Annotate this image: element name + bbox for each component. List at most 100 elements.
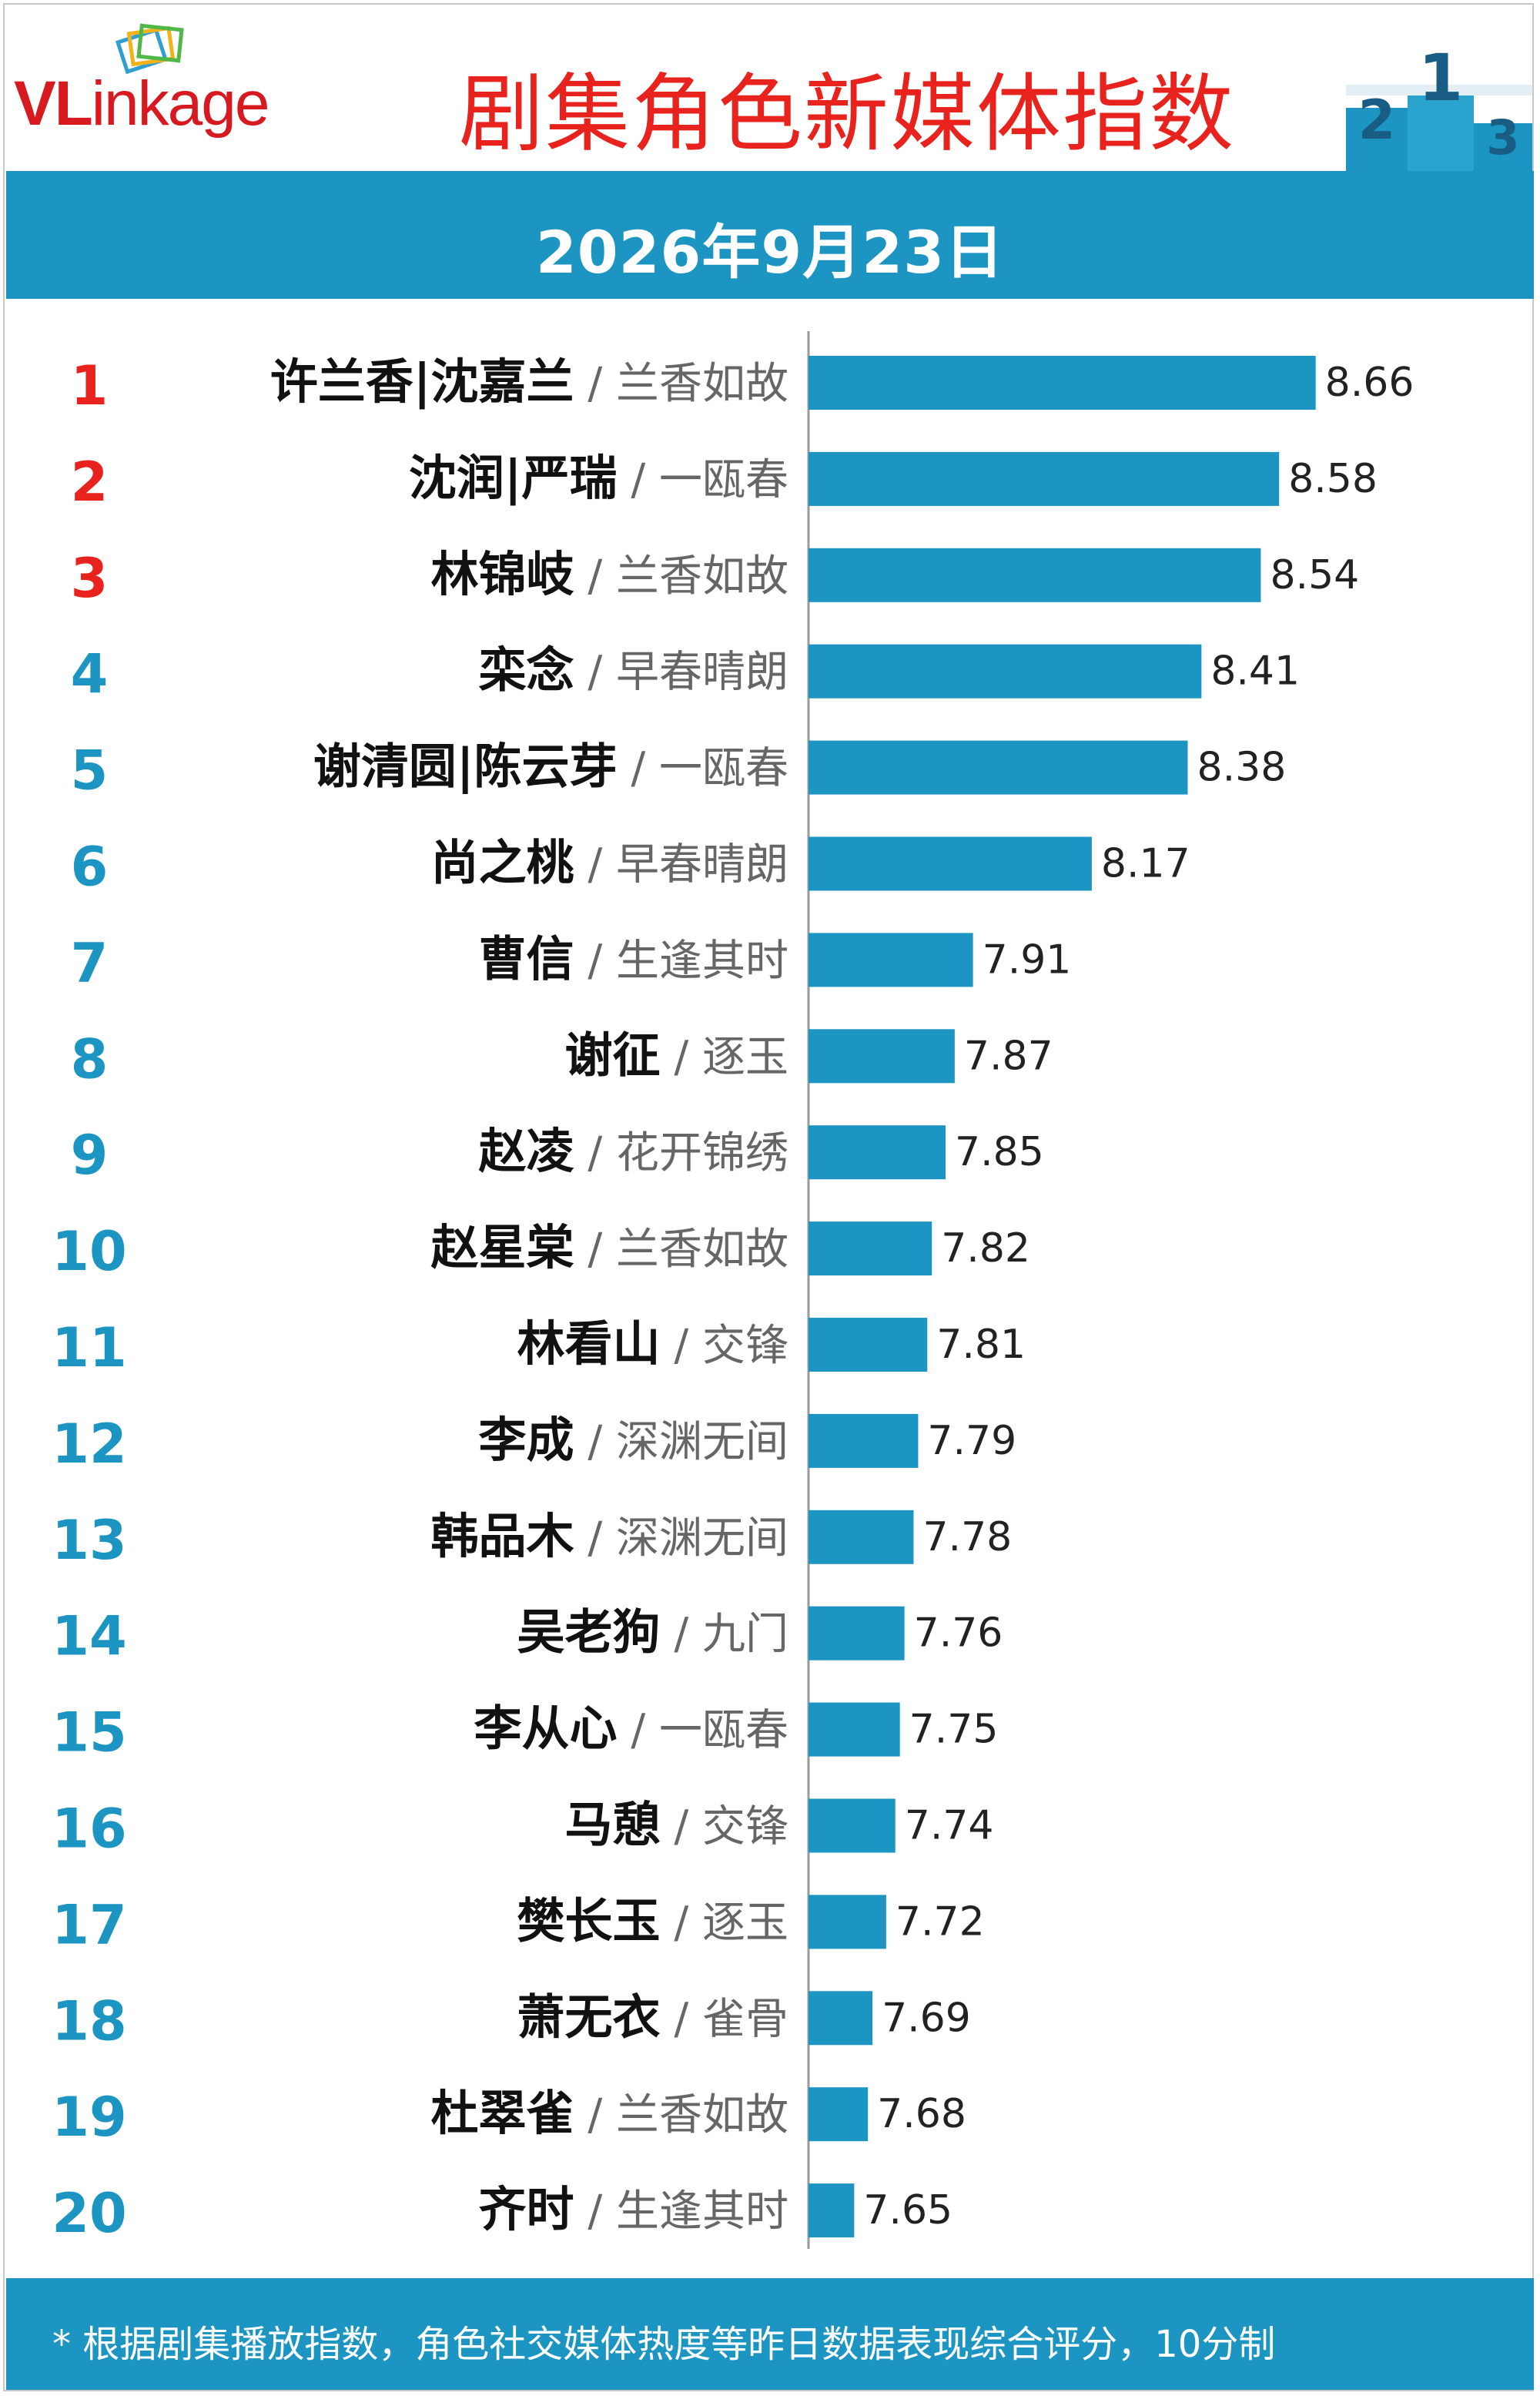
character-name: 许兰香|沈嘉兰 — [270, 354, 574, 411]
label-separator: / — [618, 455, 659, 505]
bar — [808, 2183, 855, 2238]
bar — [808, 2087, 869, 2142]
podium-digit-2: 2 — [1358, 89, 1396, 152]
logo-wordmark: VLinkage — [14, 68, 270, 140]
value-label: 7.72 — [896, 1898, 985, 1945]
label-separator: / — [574, 2090, 616, 2140]
show-name: 深渊无间 — [616, 1417, 788, 1467]
bar — [808, 1606, 905, 1660]
row-label: 林看山 / 交锋 — [517, 1315, 788, 1372]
show-name: 交锋 — [702, 1321, 788, 1371]
label-separator: / — [661, 1802, 702, 1852]
value-label: 7.76 — [914, 1610, 1003, 1657]
row-label: 沈润|严瑞 / 一瓯春 — [409, 450, 788, 507]
value-label: 7.91 — [983, 937, 1072, 983]
bar — [808, 1029, 955, 1084]
row-label: 李成 / 深渊无间 — [479, 1412, 788, 1468]
bar — [808, 1125, 946, 1180]
show-name: 兰香如故 — [616, 359, 788, 409]
value-label: 7.65 — [863, 2187, 952, 2233]
rank-number: 9 — [71, 1124, 109, 1187]
logo-text-rest: inkage — [91, 69, 270, 139]
value-label: 7.85 — [955, 1129, 1044, 1175]
label-separator: / — [661, 1610, 702, 1660]
label-separator: / — [661, 1994, 702, 2044]
row-label: 李从心 / 一瓯春 — [474, 1701, 788, 1757]
show-name: 早春晴朗 — [616, 648, 788, 698]
character-name: 吴老狗 — [517, 1604, 661, 1660]
bar — [808, 1991, 873, 2046]
bar — [808, 1413, 919, 1468]
vlinkage-logo: VLinkage — [14, 23, 345, 154]
rank-number: 4 — [71, 643, 109, 706]
character-name: 林看山 — [517, 1315, 661, 1372]
show-name: 兰香如故 — [616, 2090, 788, 2140]
character-name: 谢清圆|陈云芽 — [313, 739, 618, 796]
label-separator: / — [574, 359, 616, 409]
bar — [808, 1221, 932, 1276]
value-label: 7.68 — [877, 2091, 966, 2137]
value-label: 7.87 — [964, 1033, 1053, 1079]
date-label: 2026年9月23日 — [535, 218, 1005, 287]
label-separator: / — [574, 936, 616, 986]
rank-number: 2 — [71, 451, 109, 514]
row-label: 林锦岐 / 兰香如故 — [431, 546, 788, 602]
rank-number: 8 — [71, 1027, 109, 1091]
bar — [808, 1702, 900, 1757]
footer-band: * 根据剧集播放指数，角色社交媒体热度等昨日数据表现综合评分，10分制 — [6, 2278, 1534, 2390]
character-name: 赵凌 — [479, 1123, 574, 1179]
bar — [808, 933, 973, 987]
show-name: 逐玉 — [702, 1898, 788, 1948]
rank-number: 20 — [52, 2182, 126, 2245]
podium-digit-3: 3 — [1486, 109, 1519, 166]
bar — [808, 644, 1202, 699]
bar — [808, 1318, 928, 1372]
row-label: 杜翠雀 / 兰香如故 — [431, 2085, 788, 2141]
label-separator: / — [574, 648, 616, 698]
show-name: 雀骨 — [702, 1994, 788, 2044]
value-label: 8.66 — [1325, 360, 1414, 406]
row-label: 谢征 / 逐玉 — [565, 1027, 788, 1083]
character-name: 齐时 — [479, 2181, 574, 2237]
label-separator: / — [574, 1128, 616, 1178]
show-name: 生逢其时 — [616, 936, 788, 986]
rank-number: 18 — [52, 1989, 126, 2053]
value-label: 7.81 — [936, 1322, 1026, 1368]
date-banner: 2026年9月23日 — [6, 171, 1534, 299]
bar — [808, 451, 1280, 506]
label-separator: / — [574, 1417, 616, 1467]
value-label: 8.58 — [1288, 456, 1378, 502]
row-label: 吴老狗 / 九门 — [517, 1604, 788, 1660]
label-separator: / — [661, 1898, 702, 1948]
row-label: 赵凌 / 花开锦绣 — [479, 1123, 788, 1179]
character-name: 沈润|严瑞 — [409, 450, 618, 507]
label-separator: / — [574, 1513, 616, 1563]
show-name: 交锋 — [702, 1802, 788, 1852]
show-name: 九门 — [702, 1610, 788, 1660]
rank-number: 15 — [52, 1701, 126, 1764]
label-separator: / — [661, 1032, 702, 1082]
character-name: 谢征 — [565, 1027, 661, 1083]
rank-number: 1 — [71, 354, 109, 417]
label-separator: / — [661, 1321, 702, 1371]
rank-number: 14 — [52, 1605, 126, 1668]
bar — [808, 836, 1092, 891]
row-label: 尚之桃 / 早春晴朗 — [431, 835, 788, 891]
podium-digit-1: 1 — [1418, 40, 1463, 116]
chart-rows: 1 许兰香|沈嘉兰 / 兰香如故 8.66 2 沈润|严瑞 / 一瓯春 8.58 3 林锦岐 … — [52, 354, 1414, 2245]
page-title: 剧集角色新媒体指数 — [459, 65, 1235, 163]
show-name: 兰香如故 — [616, 1225, 788, 1275]
value-label: 7.75 — [909, 1707, 999, 1753]
value-label: 7.78 — [922, 1514, 1012, 1560]
rank-number: 11 — [52, 1316, 126, 1379]
row-label: 樊长玉 / 逐玉 — [517, 1892, 788, 1949]
show-name: 逐玉 — [702, 1032, 788, 1082]
footer-note: * 根据剧集播放指数，角色社交媒体热度等昨日数据表现综合评分，10分制 — [52, 2323, 1276, 2366]
show-name: 一瓯春 — [659, 455, 788, 505]
character-name: 樊长玉 — [517, 1892, 661, 1949]
row-label: 栾念 / 早春晴朗 — [479, 642, 788, 699]
show-name: 早春晴朗 — [616, 840, 788, 890]
rank-number: 17 — [52, 1893, 126, 1956]
rank-number: 13 — [52, 1509, 126, 1572]
row-label: 马憩 / 交锋 — [565, 1797, 788, 1853]
